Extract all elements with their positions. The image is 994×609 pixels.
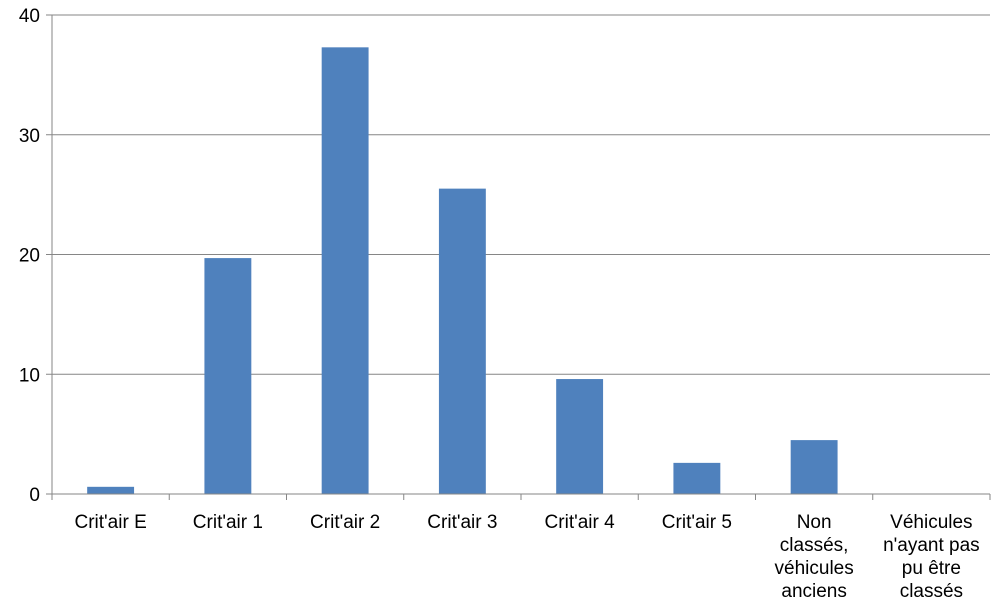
bar (87, 486, 135, 494)
x-category-label: Véhicules n'ayant pas pu être classés (883, 512, 980, 602)
x-category-label-line: véhicules (775, 558, 854, 579)
y-tick-label: 40 (19, 6, 40, 27)
x-category-label: Non classés, véhicules anciens (775, 512, 854, 602)
x-category-label-line: Véhicules (890, 512, 972, 533)
y-tick-labels: 0 10 20 30 40 (19, 6, 40, 506)
gridlines (52, 14, 990, 375)
bar (673, 462, 721, 494)
y-tick-label: 10 (19, 365, 40, 386)
bar (321, 47, 369, 495)
x-category-label: Crit'air 4 (545, 512, 616, 533)
y-tick-label: 0 (29, 485, 40, 506)
x-category-label: Crit'air 3 (427, 512, 497, 533)
y-tick-label: 20 (19, 246, 40, 267)
bar (204, 258, 252, 494)
x-category-label-line: pu être (902, 558, 961, 579)
axes (46, 14, 991, 500)
x-category-label-line: Non (797, 512, 832, 533)
x-category-label-line: classés (900, 581, 963, 602)
bar (790, 440, 838, 494)
x-category-label: Crit'air 2 (310, 512, 380, 533)
x-category-label: Crit'air 1 (193, 512, 263, 533)
y-tick-label: 30 (19, 126, 40, 147)
x-category-labels: Crit'air E Crit'air 1 Crit'air 2 Crit'air 3… (75, 512, 980, 602)
x-category-label: Crit'air 5 (662, 512, 732, 533)
x-category-label-line: anciens (781, 581, 847, 602)
x-category-label-line: Crit'air 2 (310, 512, 380, 533)
x-category-label-line: n'ayant pas (883, 535, 980, 556)
x-category-label: Crit'air E (75, 512, 147, 533)
x-category-label-line: Crit'air 3 (427, 512, 497, 533)
x-category-label-line: Crit'air E (75, 512, 147, 533)
x-category-label-line: Crit'air 1 (193, 512, 263, 533)
x-category-label-line: Crit'air 4 (545, 512, 616, 533)
bars (87, 47, 838, 495)
x-category-label-line: classés, (780, 535, 849, 556)
x-category-label-line: Crit'air 5 (662, 512, 732, 533)
bar (438, 188, 486, 494)
bar (556, 379, 604, 494)
